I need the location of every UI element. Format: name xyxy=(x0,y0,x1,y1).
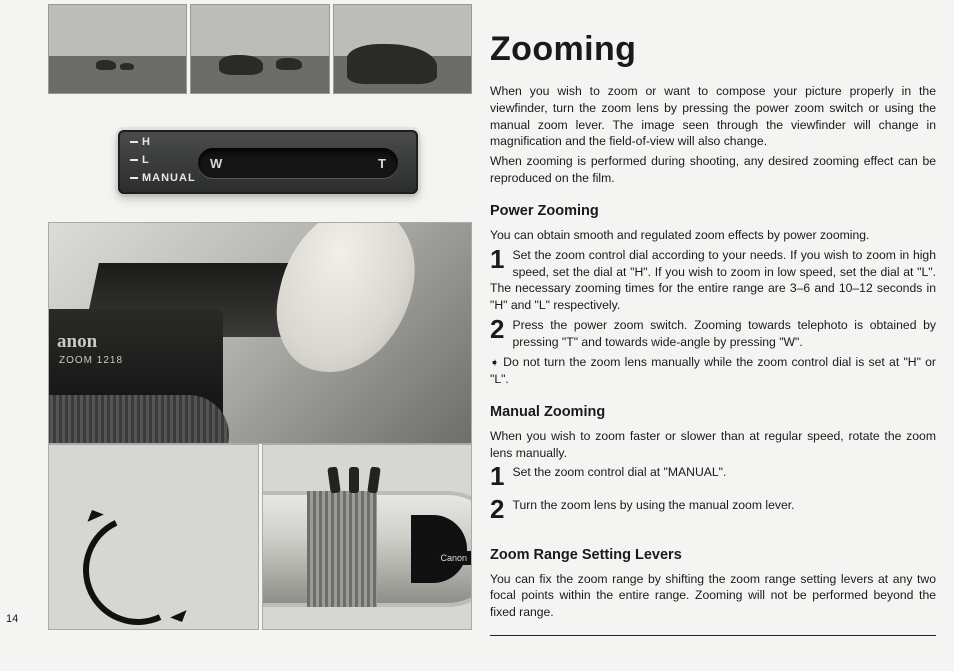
zoom-range-levers-figure: Canon xyxy=(262,444,473,630)
switch-label-t: T xyxy=(378,156,386,171)
page-number: 14 xyxy=(6,613,18,625)
page-title: Zooming xyxy=(490,26,936,73)
step-number-icon: 2 xyxy=(490,498,504,520)
switch-label-manual: MANUAL xyxy=(142,172,196,184)
power-lead: You can obtain smooth and regulated zoom… xyxy=(490,227,936,244)
race-frame-1 xyxy=(48,4,187,94)
manual-step-1-text: Set the zoom control dial at "MANUAL". xyxy=(512,465,726,479)
switch-label-l: L xyxy=(142,154,149,166)
heading-zoom-range: Zoom Range Setting Levers xyxy=(490,545,936,565)
bottom-rule xyxy=(490,635,936,636)
range-body: You can fix the zoom range by shifting t… xyxy=(490,571,936,621)
power-step-2: 2 Press the power zoom switch. Zooming t… xyxy=(490,317,936,351)
switch-label-h: H xyxy=(142,136,150,148)
power-step-1-text: Set the zoom control dial according to y… xyxy=(490,248,936,312)
race-frame-3 xyxy=(333,4,472,94)
manual-step-1: 1 Set the zoom control dial at "MANUAL". xyxy=(490,464,936,487)
text-column: Zooming When you wish to zoom or want to… xyxy=(490,4,936,659)
step-number-icon: 1 xyxy=(490,248,504,270)
race-filmstrip xyxy=(48,4,472,94)
power-step-1: 1 Set the zoom control dial according to… xyxy=(490,247,936,314)
camera-press-figure: anon ZOOM 1218 xyxy=(48,222,472,444)
intro-para-1: When you wish to zoom or want to compose… xyxy=(490,83,936,150)
power-note: Do not turn the zoom lens manually while… xyxy=(490,354,936,388)
figure-column: H L MANUAL W T anon ZOOM 1218 xyxy=(8,4,468,659)
manual-step-2: 2 Turn the zoom lens by using the manual… xyxy=(490,497,936,520)
camera-brand: anon xyxy=(57,331,97,353)
step-number-icon: 1 xyxy=(490,465,504,487)
manual-zoom-ring-figure xyxy=(48,444,259,630)
power-step-2-text: Press the power zoom switch. Zooming tow… xyxy=(512,318,936,349)
lens-figures-row: Canon xyxy=(48,444,472,630)
camera-model: ZOOM 1218 xyxy=(59,355,123,366)
intro-para-2: When zooming is performed during shootin… xyxy=(490,153,936,187)
switch-label-w: W xyxy=(210,156,222,171)
lens-brand-label: Canon xyxy=(436,551,471,565)
heading-manual-zooming: Manual Zooming xyxy=(490,402,936,422)
heading-power-zooming: Power Zooming xyxy=(490,201,936,221)
manual-lead: When you wish to zoom faster or slower t… xyxy=(490,428,936,462)
manual-step-2-text: Turn the zoom lens by using the manual z… xyxy=(512,498,794,512)
zoom-control-switch-figure: H L MANUAL W T xyxy=(118,130,418,194)
race-frame-2 xyxy=(190,4,329,94)
switch-groove: W T xyxy=(198,148,398,178)
step-number-icon: 2 xyxy=(490,318,504,340)
finger-icon xyxy=(265,222,428,387)
